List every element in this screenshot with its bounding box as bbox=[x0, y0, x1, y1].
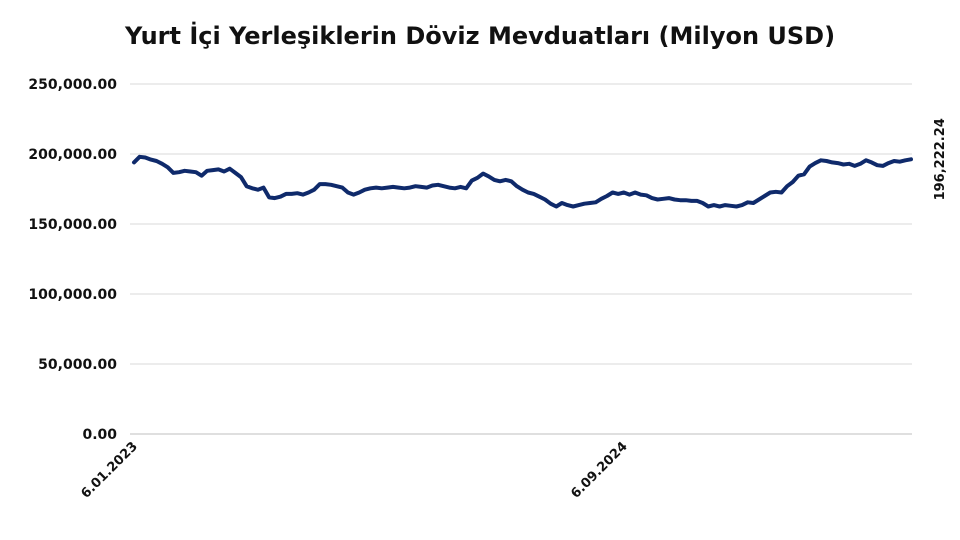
y-tick-label: 50,000.00 bbox=[38, 357, 117, 373]
chart-title: Yurt İçi Yerleşiklerin Döviz Mevduatları… bbox=[124, 22, 836, 50]
y-tick-label: 100,000.00 bbox=[28, 287, 117, 303]
series-line bbox=[132, 154, 913, 209]
x-tick-label: 6.01.2023 bbox=[78, 439, 140, 501]
last-value-label: 196,222.24 bbox=[933, 118, 948, 200]
y-axis-tick-labels: 0.00 50,000.00 100,000.00 150,000.00 200,000… bbox=[28, 77, 117, 443]
x-tick-label: 6.09.2024 bbox=[568, 439, 630, 501]
y-tick-label: 200,000.00 bbox=[28, 147, 117, 163]
y-tick-label: 150,000.00 bbox=[28, 217, 117, 233]
x-axis-tick-labels: 6.01.2023 6.09.2024 bbox=[78, 439, 630, 501]
y-tick-label: 250,000.00 bbox=[28, 77, 117, 93]
gridlines bbox=[130, 83, 912, 365]
y-tick-label: 0.00 bbox=[82, 427, 117, 443]
